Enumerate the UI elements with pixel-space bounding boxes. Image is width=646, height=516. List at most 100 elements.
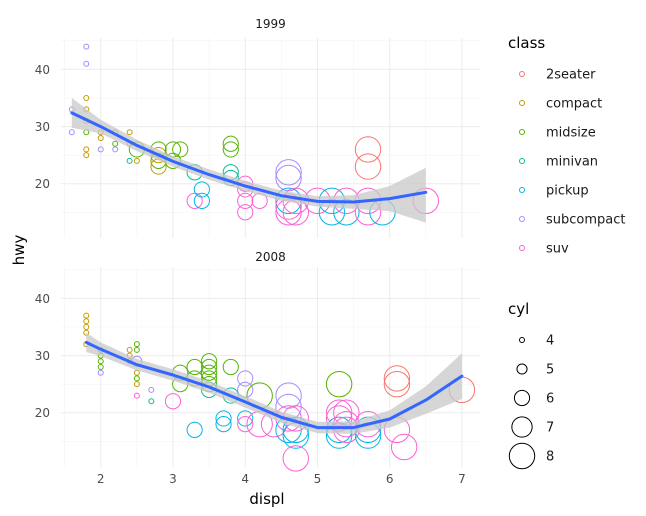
facet-strip-title: 2008: [255, 250, 286, 264]
x-tick-label: 7: [458, 472, 466, 486]
data-point: [133, 375, 140, 382]
legend-key-compact: [519, 100, 525, 106]
legend-label-minivan: minivan: [546, 155, 598, 170]
data-point: [83, 146, 90, 153]
legend-key-cyl-7: [511, 416, 533, 438]
y-axis-title: hwy: [10, 235, 28, 266]
legend-title-cyl: cyl: [508, 300, 529, 318]
legend-key-midsize: [519, 129, 525, 135]
x-tick-label: 2: [97, 472, 105, 486]
smooth-line: [70, 111, 428, 204]
data-point: [97, 358, 104, 365]
data-point: [237, 370, 254, 387]
legend-label-pickup: pickup: [546, 184, 589, 199]
data-point: [275, 164, 302, 192]
legend-label-cyl-5: 5: [546, 363, 554, 378]
legend-label-subcompact: subcompact: [546, 213, 626, 228]
y-tick-label: 20: [35, 406, 50, 420]
smooth-confidence-band: [86, 332, 462, 434]
panels-layer: 1999 20 30 40 2008 20 30 40 2 3 4 5 6 7: [35, 17, 480, 486]
legend-key-cyl-6: [513, 389, 531, 407]
legend-label-compact: compact: [546, 97, 602, 112]
data-point: [172, 141, 189, 158]
x-tick-label: 3: [169, 472, 177, 486]
data-point: [186, 192, 203, 209]
data-point: [325, 370, 353, 398]
legend-label-cyl-7: 7: [546, 421, 554, 436]
data-point: [83, 95, 90, 101]
data-point: [133, 341, 140, 348]
data-point: [97, 135, 104, 141]
data-point: [112, 146, 119, 153]
data-point: [193, 181, 210, 198]
legend-key-2seater: [519, 71, 525, 77]
smooth-confidence-band: [71, 98, 426, 223]
x-tick-label: 5: [314, 472, 322, 486]
data-point: [222, 358, 239, 376]
data-point: [275, 382, 302, 409]
legend-label-cyl-6: 6: [546, 392, 554, 407]
facet-panel-2008: 2008 20 30 40: [35, 250, 480, 472]
data-point: [83, 43, 90, 50]
legend-title-class: class: [508, 34, 545, 52]
data-point: [200, 353, 218, 370]
data-point: [97, 369, 104, 376]
data-point: [383, 365, 411, 392]
data-point: [186, 421, 203, 438]
data-point: [193, 192, 210, 209]
legend-key-suv: [519, 245, 525, 251]
legend-key-minivan: [519, 158, 525, 164]
y-tick-label: 30: [35, 349, 50, 363]
data-point: [237, 410, 254, 427]
data-point: [215, 410, 232, 427]
data-point: [126, 346, 133, 353]
data-point: [148, 386, 155, 393]
data-point: [282, 445, 309, 472]
data-point: [83, 60, 90, 67]
data-point: [222, 135, 239, 152]
data-point: [126, 157, 133, 164]
data-point: [237, 204, 254, 221]
y-tick-label: 30: [35, 120, 50, 134]
data-point: [68, 129, 75, 136]
data-point: [133, 157, 140, 164]
data-point: [354, 153, 382, 180]
x-axis-title: displ: [249, 490, 284, 508]
y-tick-label: 20: [35, 177, 50, 191]
data-point: [390, 433, 418, 461]
legend-label-suv: suv: [546, 242, 569, 257]
data-point: [133, 381, 140, 388]
data-point: [83, 329, 90, 336]
legend-key-cyl-4: [519, 337, 525, 343]
data-point: [164, 393, 182, 410]
legend-key-cyl-8: [508, 442, 536, 470]
data-point: [97, 364, 104, 370]
legend-label-midsize: midsize: [546, 126, 596, 141]
y-tick-label: 40: [35, 292, 50, 306]
data-point: [148, 398, 155, 405]
data-point: [200, 358, 218, 376]
legend-key-pickup: [519, 187, 525, 193]
data-point: [83, 152, 90, 159]
data-point: [186, 358, 203, 376]
data-point: [237, 192, 254, 209]
data-point: [83, 318, 90, 325]
legend-layer: class 2seater compact midsize minivan pickup s…: [508, 34, 626, 470]
data-point: [383, 370, 411, 398]
y-tick-label: 40: [35, 63, 50, 77]
legend-key-cyl-5: [516, 363, 528, 375]
data-point: [83, 324, 90, 330]
facet-panel-1999: 1999 20 30 40: [35, 17, 480, 238]
data-point: [133, 392, 140, 399]
data-point: [215, 416, 232, 433]
x-tick-label: 6: [386, 472, 394, 486]
data-point: [97, 146, 104, 153]
data-point: [222, 141, 239, 158]
legend-key-subcompact: [519, 216, 525, 222]
x-tick-label: 4: [241, 472, 249, 486]
data-point: [237, 416, 254, 433]
data-point: [112, 140, 119, 147]
data-point: [126, 129, 133, 136]
data-point: [275, 159, 302, 186]
